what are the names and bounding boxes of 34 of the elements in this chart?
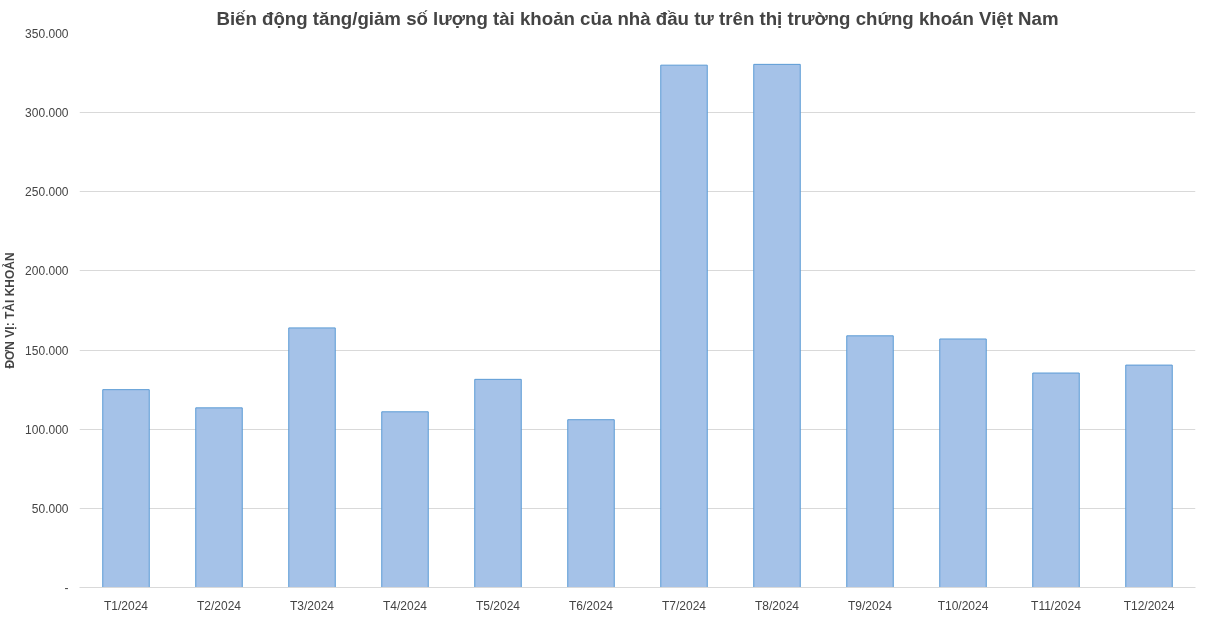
bar — [660, 64, 708, 588]
y-tick-label: 200.000 — [25, 264, 69, 279]
bar — [381, 411, 429, 588]
y-axis-title: ĐƠN VỊ: TÀI KHOẢN — [2, 252, 18, 369]
x-tick-label: T10/2024 — [937, 598, 989, 613]
chart-title: Biến động tăng/giảm số lượng tài khoản của nhà đầu tư trên thị trường chứng khoán Việt Nam — [216, 7, 1059, 29]
bar — [846, 335, 894, 588]
x-tick-label: T11/2024 — [1031, 598, 1082, 613]
y-tick-label: 250.000 — [25, 185, 69, 200]
bar — [567, 419, 615, 588]
x-tick-label: T8/2024 — [754, 598, 800, 613]
x-tick-label: T12/2024 — [1123, 598, 1175, 613]
bar — [474, 378, 522, 588]
bar — [288, 327, 336, 588]
x-tick-label: T7/2024 — [661, 598, 707, 613]
y-tick-label: 100.000 — [25, 422, 69, 437]
x-tick-label: T5/2024 — [475, 598, 521, 613]
y-tick-label: 150.000 — [25, 343, 69, 358]
y-tick-label: 300.000 — [25, 106, 69, 121]
x-tick-label: T6/2024 — [568, 598, 614, 613]
y-tick-label: - — [64, 581, 69, 595]
y-tick-label: 350.000 — [25, 27, 69, 41]
bar — [753, 63, 801, 588]
x-tick-label: T9/2024 — [847, 598, 893, 613]
x-tick-label: T3/2024 — [289, 598, 335, 613]
x-tick-label: T1/2024 — [103, 598, 149, 613]
bar — [1125, 364, 1173, 588]
x-tick-label: T4/2024 — [382, 598, 428, 613]
bar — [1032, 372, 1080, 588]
bar — [939, 338, 987, 588]
y-tick-label: 50.000 — [31, 501, 69, 516]
x-tick-label: T2/2024 — [196, 598, 242, 613]
bar — [102, 389, 150, 588]
bar — [195, 407, 243, 588]
